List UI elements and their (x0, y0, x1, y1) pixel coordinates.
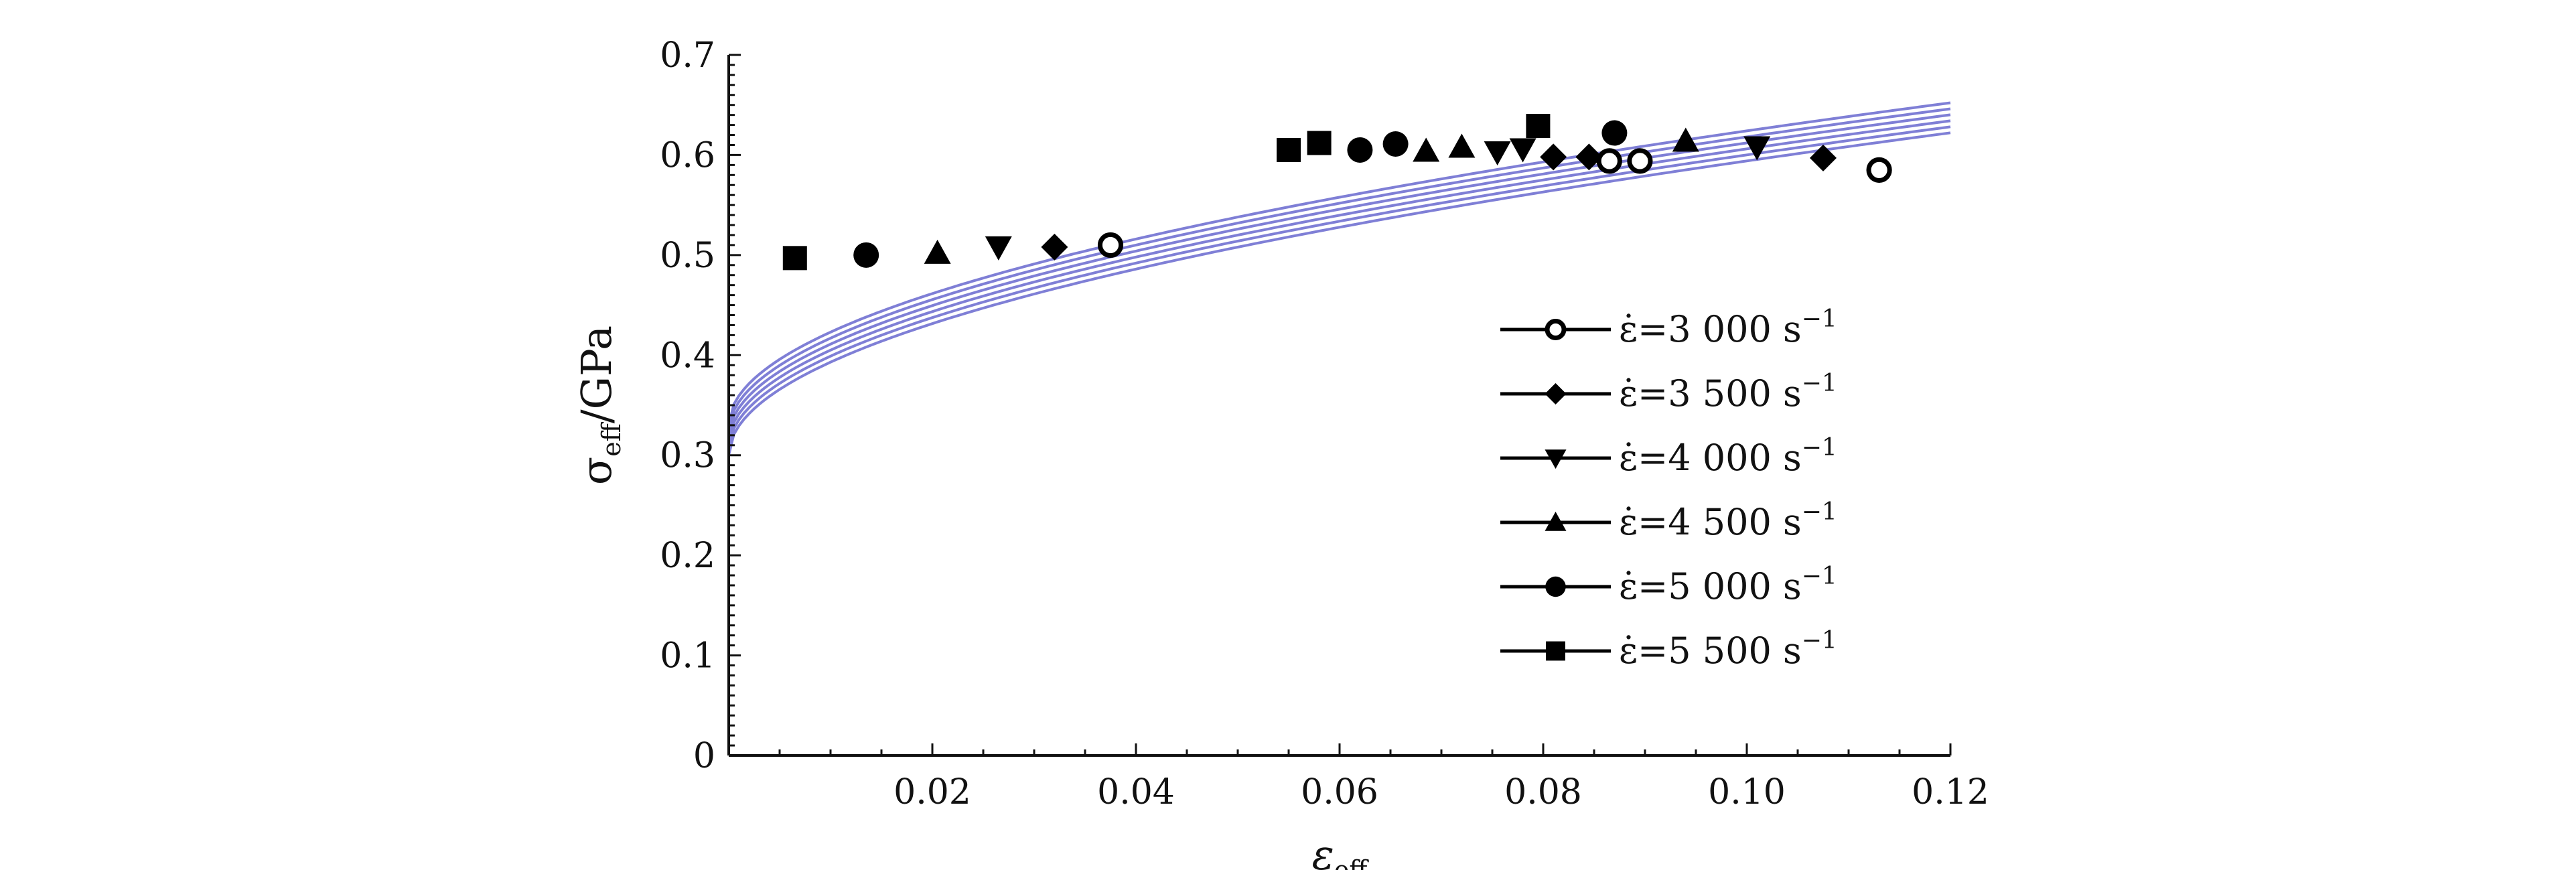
legend-label-text: ε̇=3 500 s (1619, 372, 1802, 415)
data-point (1382, 131, 1409, 157)
x-axis-symbol: ε (1312, 830, 1334, 870)
legend-marker (1545, 383, 1567, 405)
legend-item: ε̇=4 500 s−1 (1500, 498, 1837, 543)
legend-item: ε̇=5 000 s−1 (1500, 563, 1837, 607)
y-axis-unit: /GPa (572, 325, 621, 423)
data-point (1526, 114, 1551, 139)
y-tick-label: 0.7 (660, 35, 715, 76)
data-point (853, 242, 879, 268)
series-6-points (782, 114, 1551, 271)
legend-label: ε̇=4 000 s−1 (1619, 434, 1837, 479)
y-axis-subscript: eff (597, 421, 626, 456)
y-tick-label: 0.4 (660, 336, 715, 376)
data-point (1277, 137, 1301, 162)
legend-label-exponent: −1 (1802, 627, 1837, 654)
data-point (1540, 143, 1567, 171)
x-tick-label: 0.08 (1504, 772, 1582, 812)
data-point (1041, 233, 1068, 261)
x-axis-subscript: eff (1334, 855, 1369, 870)
y-tick-label: 0.6 (660, 135, 715, 175)
axes (727, 54, 1952, 757)
data-point (1413, 137, 1440, 162)
legend-label-text: ε̇=5 500 s (1619, 630, 1802, 672)
legend-label-text: ε̇=3 000 s (1619, 308, 1802, 350)
legend-item: ε̇=3 000 s−1 (1500, 305, 1837, 350)
fit-curve-6 (727, 101, 1951, 426)
legend-marker (1545, 449, 1567, 469)
data-point (1866, 157, 1892, 183)
y-axis-title: σeff/GPa (572, 325, 626, 485)
data-point (1307, 131, 1332, 155)
legend-label: ε̇=4 500 s−1 (1619, 498, 1837, 543)
x-tick-label: 0.10 (1708, 772, 1786, 812)
legend-label-text: ε̇=5 000 s (1619, 565, 1802, 607)
data-point (1601, 120, 1628, 146)
legend-label-text: ε̇=4 000 s (1619, 437, 1802, 479)
fit-curve-1 (727, 131, 1951, 456)
y-tick-label: 0.3 (660, 436, 715, 476)
legend-label: ε̇=5 500 s−1 (1619, 627, 1837, 672)
data-markers (782, 114, 1892, 271)
legend-marker (1545, 319, 1567, 340)
y-tick-label: 0.5 (660, 236, 715, 276)
legend-item: ε̇=3 500 s−1 (1500, 370, 1837, 415)
data-point (1596, 148, 1622, 174)
data-point (1448, 133, 1476, 158)
fit-curves (727, 101, 1951, 456)
data-point (1097, 232, 1124, 259)
legend-item: ε̇=5 500 s−1 (1500, 627, 1837, 672)
data-point (1627, 148, 1653, 174)
data-point (1509, 138, 1536, 163)
x-tick-label: 0.06 (1301, 772, 1378, 812)
legend-item: ε̇=4 000 s−1 (1500, 434, 1837, 479)
series-1-points (1097, 148, 1892, 259)
legend-marker (1545, 512, 1567, 531)
y-tick-label: 0 (693, 736, 715, 776)
legend: ε̇=3 000 s−1ε̇=3 500 s−1ε̇=4 000 s−1ε̇=4… (1500, 305, 1837, 672)
data-point (1347, 137, 1373, 163)
data-point (782, 246, 807, 271)
series-5-points (853, 120, 1628, 268)
fit-curve-4 (727, 113, 1951, 438)
y-axis-symbol: σ (572, 457, 621, 485)
data-point (1743, 136, 1771, 161)
x-tick-label: 0.04 (1097, 772, 1175, 812)
series-4-points (924, 127, 1699, 264)
series-3-points (985, 136, 1771, 261)
data-point (1484, 141, 1511, 165)
y-tick-label: 0.1 (660, 636, 715, 676)
legend-label-exponent: −1 (1802, 434, 1837, 461)
tick-labels: 0.02 0.04 0.06 0.08 0.10 0.12 0 0.1 0.2 0.3 0.4 0.5… (660, 35, 1989, 812)
legend-label-exponent: −1 (1802, 498, 1837, 526)
legend-label-exponent: −1 (1802, 563, 1837, 590)
data-point (985, 236, 1012, 261)
fit-curve-2 (727, 125, 1951, 450)
legend-label: ε̇=5 000 s−1 (1619, 563, 1837, 607)
data-point (1575, 143, 1603, 171)
legend-label-text: ε̇=4 500 s (1619, 501, 1802, 543)
y-tick-label: 0.2 (660, 536, 715, 576)
x-axis-title: εeff (1312, 830, 1370, 870)
series-2-points (1041, 143, 1837, 261)
x-tick-label: 0.12 (1912, 772, 1989, 812)
data-point (1672, 127, 1699, 152)
legend-label-exponent: −1 (1802, 305, 1837, 333)
data-point (924, 239, 951, 264)
x-tick-label: 0.02 (893, 772, 971, 812)
legend-label: ε̇=3 000 s−1 (1619, 305, 1837, 350)
legend-marker (1546, 641, 1565, 661)
legend-label-exponent: −1 (1802, 370, 1837, 397)
legend-marker (1545, 576, 1566, 597)
legend-label: ε̇=3 500 s−1 (1619, 370, 1837, 415)
data-point (1810, 144, 1837, 171)
fit-curve-3 (727, 119, 1951, 444)
